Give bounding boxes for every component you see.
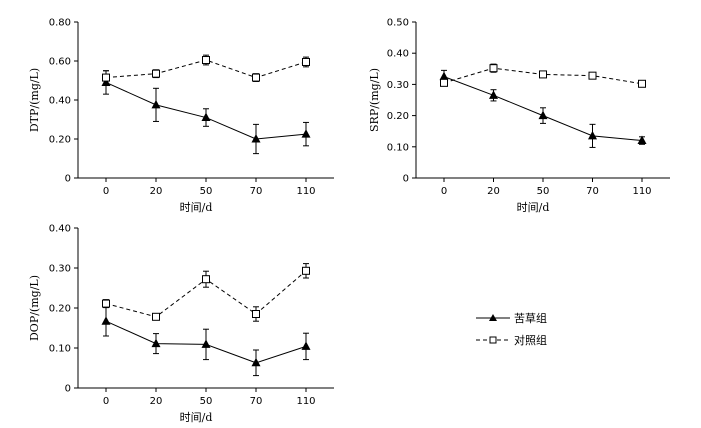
x-tick-label: 50 [200, 396, 213, 407]
data-point-square [638, 79, 646, 88]
data-point-triangle [588, 130, 597, 140]
y-tick-label: 0.40 [49, 96, 71, 107]
series-treatment [101, 70, 311, 155]
series-treatment [439, 69, 647, 148]
x-tick-label: 110 [296, 396, 315, 407]
series-treatment [101, 305, 311, 377]
y-tick-label: 0.40 [49, 224, 71, 235]
data-point-triangle [201, 112, 211, 122]
chart-panel-2: 0 0.10 0.20 0.30 0.40 0.50 0 20 50 70 110 时间/d SRP/(… [368, 18, 670, 214]
data-point-square [302, 266, 310, 275]
data-point-triangle [101, 316, 111, 325]
y-tick-label: 0.40 [387, 49, 409, 60]
x-tick-label: 70 [250, 186, 263, 197]
x-tick-label: 110 [632, 186, 651, 197]
y-tick-label: 0.20 [387, 111, 409, 122]
data-point-triangle [251, 357, 261, 367]
legend-treatment-label: 苦草组 [514, 311, 547, 325]
x-axis-label: 时间/d [180, 201, 213, 214]
y-tick-label: 0.10 [387, 142, 409, 153]
data-point-triangle [151, 99, 161, 109]
data-point-square [152, 69, 160, 78]
data-point-square [252, 73, 260, 82]
y-axis-label: DOP/(mg/L) [28, 275, 41, 341]
y-axis-label: SRP/(mg/L) [368, 68, 381, 132]
data-point-triangle [251, 134, 261, 143]
x-tick-label: 70 [586, 186, 599, 197]
data-point-square [152, 312, 160, 321]
data-point-triangle [301, 341, 311, 350]
data-point-square [102, 299, 110, 308]
y-tick-label: 0.30 [49, 264, 71, 275]
data-point-square [102, 73, 110, 82]
y-tick-label: 0.50 [387, 18, 409, 29]
series-control [102, 263, 310, 322]
y-tick-label: 0.80 [49, 18, 71, 29]
data-point-triangle [637, 135, 647, 145]
data-point-triangle [538, 110, 548, 120]
y-tick-label: 0 [65, 384, 71, 395]
x-tick-label: 0 [103, 396, 109, 407]
y-tick-label: 0.10 [49, 344, 71, 355]
x-tick-label: 20 [150, 396, 163, 407]
x-tick-label: 50 [200, 186, 213, 197]
legend-square-marker [489, 336, 497, 344]
data-point-triangle [201, 339, 211, 348]
chart-panel-1: 0 0.20 0.40 0.60 0.80 0 20 50 70 110 时间/d DTP/(mg/L… [28, 18, 334, 214]
y-tick-label: 0.20 [49, 304, 71, 315]
y-tick-label: 0.30 [387, 80, 409, 91]
y-tick-label: 0.60 [49, 57, 71, 68]
x-tick-label: 20 [150, 186, 163, 197]
x-tick-label: 0 [103, 186, 109, 197]
data-point-square [202, 56, 210, 65]
data-point-square [252, 310, 260, 318]
data-point-square [302, 57, 310, 66]
data-point-triangle [489, 90, 498, 99]
data-point-triangle [151, 338, 161, 348]
x-tick-label: 110 [296, 186, 315, 197]
x-tick-label: 0 [441, 186, 447, 197]
data-point-square [202, 275, 210, 284]
x-axis-label: 时间/d [180, 411, 213, 424]
chart-panel-3: 0 0.10 0.20 0.30 0.40 0 20 50 70 110 时间/d DOP/(mg/L… [28, 224, 334, 424]
legend: 苦草组 对照组 [476, 311, 547, 347]
data-point-square [588, 71, 597, 80]
data-point-square [539, 70, 547, 79]
y-tick-label: 0.20 [49, 135, 71, 146]
data-point-triangle [439, 71, 449, 81]
legend-triangle-marker [489, 314, 497, 321]
x-axis-label: 时间/d [517, 201, 550, 214]
series-control [440, 63, 646, 88]
x-tick-label: 70 [250, 396, 263, 407]
legend-control-label: 对照组 [514, 333, 547, 347]
x-tick-label: 50 [537, 186, 550, 197]
data-point-square [489, 64, 498, 73]
y-axis-label: DTP/(mg/L) [28, 68, 41, 132]
series-control [102, 54, 310, 85]
data-point-triangle [301, 129, 311, 138]
y-tick-label: 0 [65, 174, 71, 185]
data-point-square [440, 78, 448, 87]
y-tick-label: 0 [403, 174, 409, 185]
x-tick-label: 20 [487, 186, 500, 197]
